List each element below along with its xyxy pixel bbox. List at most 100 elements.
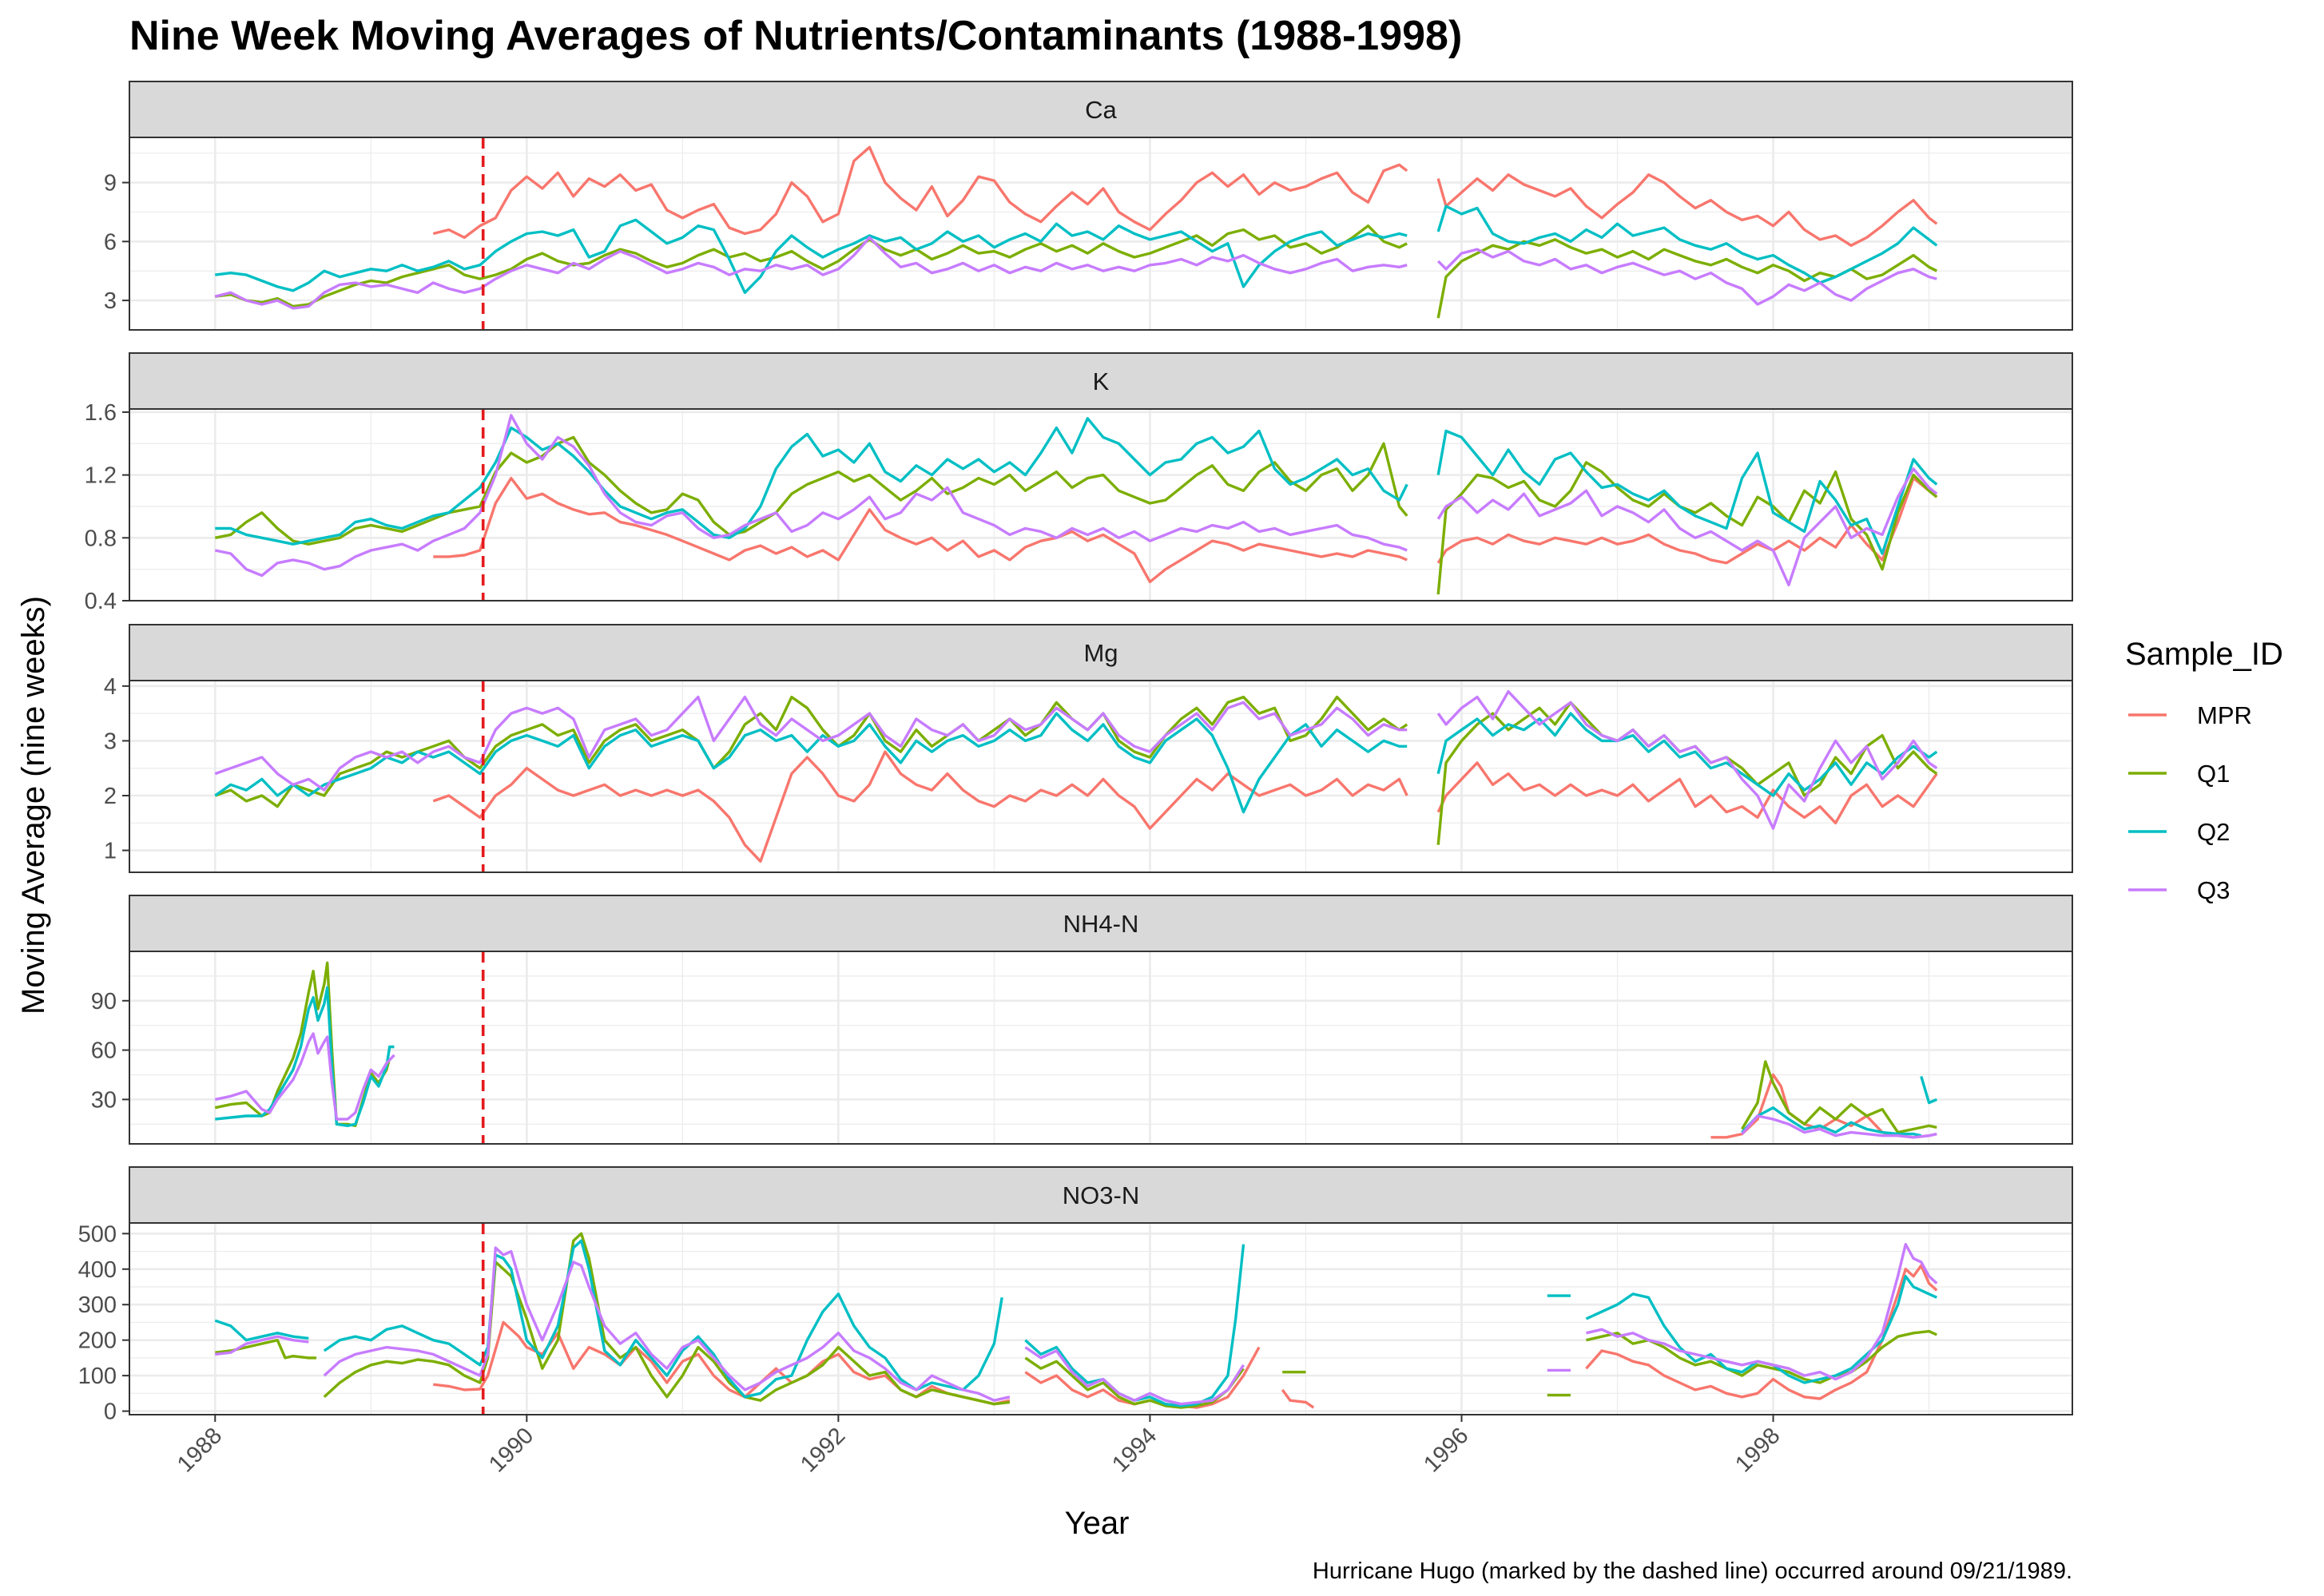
y-axis-title: Moving Average (nine weeks) — [16, 596, 51, 1014]
y-tick-label: 30 — [91, 1087, 117, 1113]
series-line-q1 — [1024, 1356, 1245, 1409]
series-line-q2 — [1585, 1274, 1938, 1384]
legend-label-q1: Q1 — [2197, 760, 2230, 788]
panel-background — [129, 951, 2072, 1144]
series-line-q3 — [1436, 467, 1938, 586]
series-line-q3 — [1436, 248, 1937, 306]
y-tick-label: 6 — [104, 229, 117, 255]
legend-label-mpr: MPR — [2197, 701, 2252, 729]
facet-strip-label: NO3-N — [1063, 1181, 1139, 1209]
series-line-q3 — [1024, 1346, 1245, 1406]
facet-nh4-n: NH4-N 30 60 90 — [91, 895, 2073, 1145]
y-tick-label: 300 — [78, 1292, 117, 1318]
y-tick-label: 9 — [104, 171, 117, 197]
y-tick-label: 100 — [78, 1364, 117, 1389]
y-tick-label: 3 — [104, 729, 117, 754]
panel-background — [129, 681, 2072, 872]
y-tick-label: 0.8 — [85, 526, 117, 551]
y-tick-label: 1.2 — [85, 463, 117, 489]
series-line-q3 — [1436, 690, 1938, 830]
series-group — [214, 961, 1937, 1139]
facet-strip-label: NH4-N — [1063, 910, 1139, 938]
series-line-q2 — [214, 712, 1408, 814]
facet-strip-label: Ca — [1085, 96, 1117, 124]
y-tick-label: 2 — [104, 784, 117, 809]
series-line-q2 — [1436, 429, 1938, 555]
legend-label-q3: Q3 — [2197, 876, 2230, 904]
series-line-q1 — [1436, 461, 1938, 595]
series-group — [214, 1232, 1938, 1409]
series-line-q1 — [1741, 1060, 1937, 1134]
panel-border — [129, 951, 2073, 1145]
y-tick-label: 1.6 — [85, 400, 117, 426]
panel-border — [129, 408, 2073, 601]
chart-title: Nine Week Moving Averages of Nutrients/C… — [129, 13, 1462, 59]
y-tick-label: 200 — [78, 1328, 117, 1354]
facet-strip — [129, 895, 2073, 952]
series-line-mpr — [1281, 1388, 1315, 1409]
series-line-mpr — [1436, 173, 1938, 247]
series-line-q2 — [215, 218, 1408, 294]
y-tick-label: 4 — [104, 674, 117, 700]
series-line-q2 — [1436, 712, 1938, 797]
panel-border — [129, 680, 2073, 873]
panel-border — [129, 137, 2073, 331]
facet-strip-label: K — [1093, 367, 1110, 395]
legend: Sample_ID MPR Q1 Q2 Q3 — [2125, 637, 2283, 904]
y-tick-label: 1 — [104, 839, 117, 864]
x-axis-title: Year — [1065, 1506, 1130, 1541]
facet-panels: Ca 3 6 9 K 0.4 0.8 1.2 1.6 Mg 1 2 3 4 NH4-N 30 60 90 NO3-N… — [78, 81, 2073, 1425]
facet-strip-label: Mg — [1083, 639, 1118, 667]
series-line-q3 — [215, 1335, 309, 1356]
series-line-q2 — [214, 1319, 309, 1342]
series-line-q1 — [214, 435, 1408, 546]
y-tick-label: 60 — [91, 1038, 117, 1064]
y-tick-label: 0.4 — [85, 589, 117, 614]
facet-strip — [129, 624, 2073, 681]
series-line-q3 — [323, 1246, 1011, 1402]
facet-strip — [129, 352, 2073, 410]
series-line-q2 — [323, 1239, 1003, 1399]
series-line-q3 — [1586, 1242, 1938, 1381]
y-tick-label: 400 — [78, 1257, 117, 1283]
facet-no3-n: NO3-N 0 100 200 300 400 500 — [78, 1166, 2073, 1425]
y-tick-label: 500 — [78, 1221, 117, 1247]
series-line-q3 — [214, 1032, 395, 1121]
series-line-q3 — [214, 236, 1408, 310]
panel-border — [129, 1222, 2073, 1415]
facet-k: K 0.4 0.8 1.2 1.6 — [85, 352, 2073, 614]
series-line-q1 — [1586, 1329, 1938, 1384]
series-line-mpr — [1585, 1264, 1938, 1400]
series-line-mpr — [432, 145, 1408, 240]
series-line-mpr — [432, 750, 1408, 864]
panel-background — [129, 137, 2072, 330]
series-line-q2 — [1024, 1244, 1245, 1407]
series-line-q2 — [1741, 1106, 1922, 1137]
y-tick-label: 3 — [104, 288, 117, 314]
series-line-q3 — [214, 695, 1408, 792]
facet-strip — [129, 1166, 2073, 1224]
series-group — [214, 145, 1938, 319]
series-line-q2 — [215, 417, 1408, 546]
series-line-mpr — [1436, 761, 1938, 825]
series-line-mpr — [1436, 476, 1938, 565]
chart-caption: Hurricane Hugo (marked by the dashed lin… — [1313, 1558, 2072, 1584]
legend-title: Sample_ID — [2125, 637, 2283, 672]
legend-label-q2: Q2 — [2197, 818, 2230, 846]
series-line-q1 — [215, 224, 1408, 308]
series-line-q3 — [1741, 1114, 1937, 1139]
facet-ca: Ca 3 6 9 — [104, 81, 2073, 331]
series-line-q1 — [323, 1232, 1011, 1406]
series-line-q1 — [1436, 238, 1938, 319]
series-line-mpr — [433, 476, 1408, 584]
facet-mg: Mg 1 2 3 4 — [104, 624, 2073, 873]
series-line-q3 — [214, 414, 1408, 578]
facet-strip — [129, 81, 2073, 138]
series-line-q2 — [1436, 204, 1938, 284]
series-group — [214, 414, 1938, 595]
series-group — [214, 690, 1938, 864]
series-line-q2 — [1920, 1076, 1937, 1105]
panel-background — [129, 409, 2072, 601]
